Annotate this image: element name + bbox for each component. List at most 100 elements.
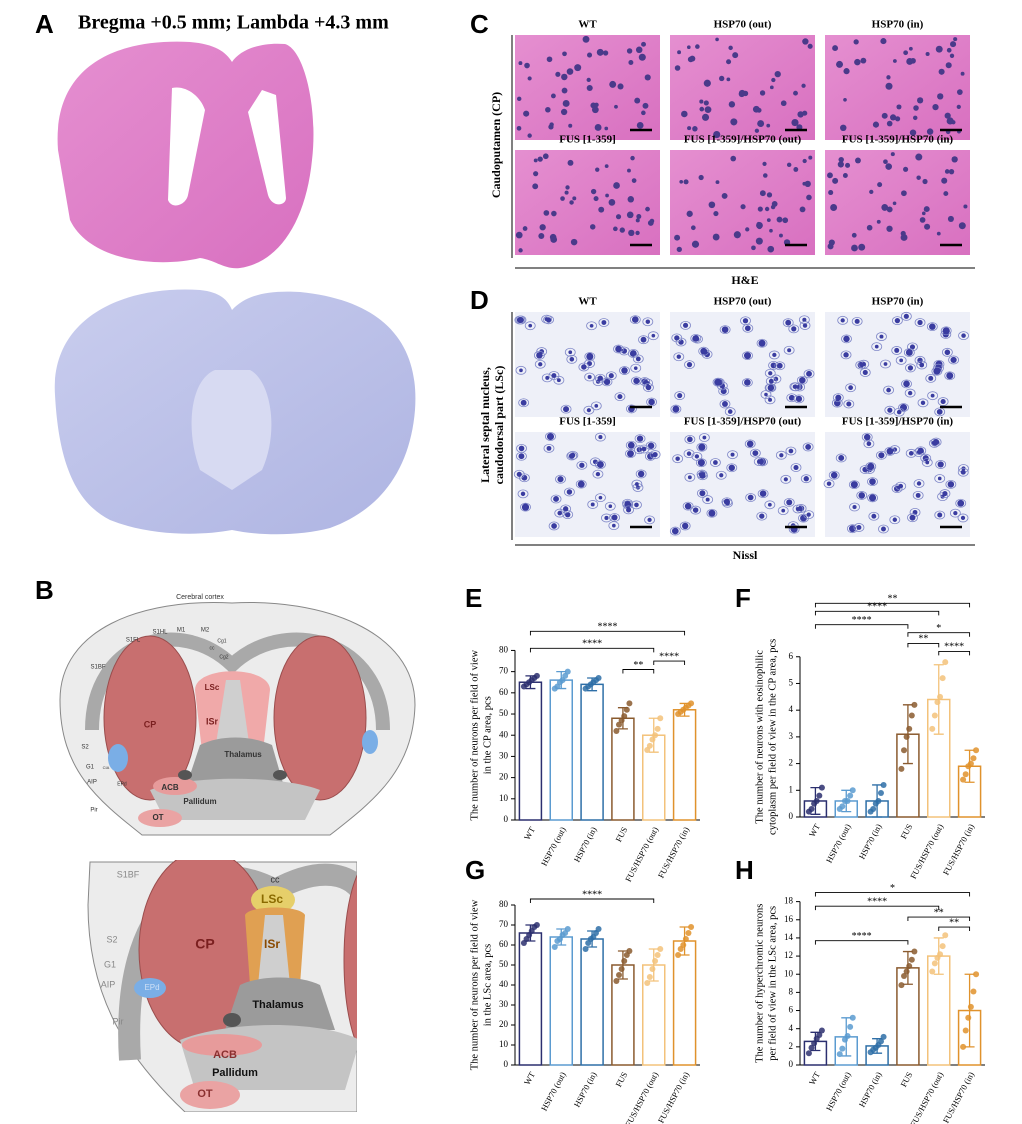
- cell-body: [949, 508, 961, 518]
- nucleus: [721, 192, 728, 199]
- nucleus: [572, 196, 577, 201]
- nucleus: [604, 126, 609, 131]
- nucleus: [776, 362, 783, 369]
- nucleus: [758, 339, 766, 347]
- cell-body: [935, 460, 947, 469]
- nucleus: [943, 191, 949, 197]
- x-tick-label: WT: [807, 1069, 822, 1086]
- cell-body: [837, 315, 849, 325]
- cell-body: [803, 369, 815, 379]
- cell-body: [702, 495, 714, 504]
- data-point: [657, 946, 664, 952]
- y-tick-label: 70: [499, 919, 509, 929]
- nucleus: [786, 499, 793, 506]
- significance-label: ****: [659, 651, 679, 662]
- atlas-label: LSc: [261, 892, 283, 906]
- y-tick-label: 0: [789, 811, 794, 821]
- nucleus: [518, 445, 525, 452]
- nucleus: [730, 118, 738, 126]
- x-tick-label: HSP70 (in): [572, 825, 599, 864]
- cell-body: [631, 376, 642, 386]
- nucleus: [791, 326, 797, 332]
- cell-body: [782, 318, 794, 328]
- nucleus: [803, 476, 809, 482]
- region-ac: [223, 1013, 241, 1027]
- cell-body: [764, 395, 776, 405]
- cell-body: [780, 474, 792, 484]
- cell-body: [594, 373, 606, 383]
- nucleus: [766, 192, 773, 198]
- cell-body: [690, 505, 702, 515]
- data-point: [929, 725, 936, 732]
- atlas-label: Thalamus: [224, 750, 262, 759]
- nucleus: [886, 447, 894, 455]
- nucleus: [630, 155, 635, 161]
- significance-bracket: [814, 624, 909, 629]
- nucleus: [828, 189, 834, 196]
- nucleus: [759, 90, 766, 96]
- data-point: [960, 776, 967, 783]
- nucleus: [520, 399, 527, 406]
- nucleus: [621, 367, 628, 374]
- cell-body: [841, 334, 852, 344]
- nucleus: [644, 74, 651, 81]
- nucleus: [768, 378, 774, 384]
- cell-body: [907, 342, 918, 352]
- nucleus: [626, 48, 633, 54]
- atlas-label: OT: [152, 813, 163, 822]
- nucleus: [772, 352, 777, 358]
- nucleus: [783, 477, 788, 482]
- nucleus: [641, 446, 647, 452]
- significance-label: ****: [852, 615, 872, 626]
- data-point: [967, 1003, 974, 1010]
- data-point: [898, 765, 905, 772]
- nucleus: [702, 435, 707, 440]
- nucleus: [851, 244, 858, 252]
- nucleus: [921, 211, 926, 216]
- cell-body: [724, 407, 736, 416]
- nucleus: [946, 372, 954, 380]
- nucleus: [843, 97, 847, 102]
- nucleus: [747, 494, 754, 501]
- cell-body: [684, 360, 695, 370]
- nucleus: [730, 452, 735, 457]
- cell-body: [867, 477, 878, 487]
- row-label: caudodorsal part (LSc): [492, 366, 506, 485]
- data-point: [616, 972, 623, 978]
- cell-body: [928, 438, 940, 448]
- cell-body: [861, 432, 873, 442]
- nucleus: [551, 373, 557, 378]
- nucleus: [945, 62, 952, 69]
- nucleus: [532, 183, 539, 190]
- nucleus: [676, 354, 681, 359]
- data-point: [906, 963, 913, 970]
- significance-label: *: [936, 623, 941, 634]
- y-tick-label: 60: [499, 939, 509, 949]
- region-thalamus: [185, 737, 285, 790]
- data-point: [818, 784, 825, 791]
- nucleus: [852, 504, 857, 510]
- nucleus: [633, 366, 638, 370]
- nucleus: [766, 123, 771, 128]
- cell-body: [631, 479, 643, 489]
- micrograph: [825, 35, 970, 140]
- y-tick-label: 20: [499, 772, 509, 782]
- data-point: [621, 958, 628, 964]
- nucleus: [885, 82, 893, 90]
- nucleus: [757, 206, 763, 212]
- nucleus: [613, 182, 620, 189]
- cell-body: [904, 388, 916, 398]
- atlas-label: ISr: [206, 716, 219, 726]
- region-acb: [182, 1034, 262, 1056]
- nucleus: [675, 456, 680, 461]
- region-epd: [362, 730, 378, 754]
- nucleus: [953, 37, 958, 42]
- cell-body: [674, 391, 686, 400]
- nucleus: [537, 156, 543, 162]
- nucleus: [687, 126, 692, 131]
- nucleus: [869, 478, 876, 485]
- nucleus: [713, 131, 721, 139]
- nucleus: [556, 378, 561, 383]
- nucleus: [561, 73, 568, 81]
- cell-body: [832, 393, 844, 402]
